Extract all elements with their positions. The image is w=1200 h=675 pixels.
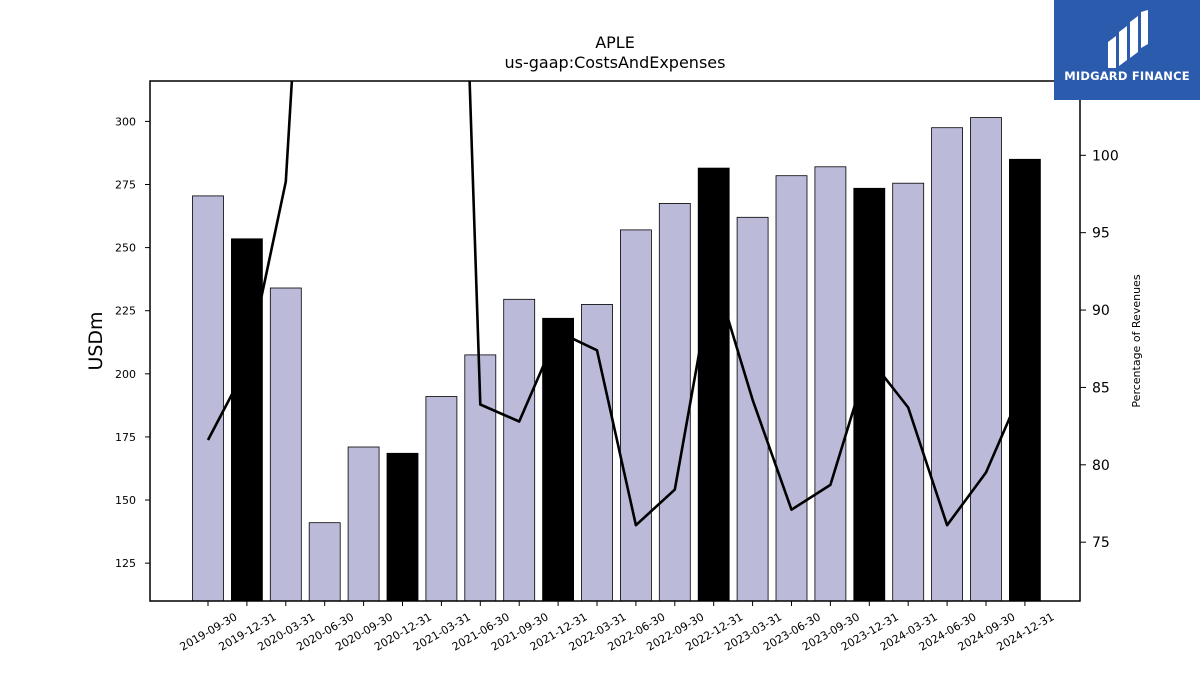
- y2-tick-label: 80: [1092, 458, 1110, 474]
- bar-2024-03-31: [892, 182, 925, 602]
- bar-2024-09-30: [970, 117, 1002, 602]
- y-tick-label: 275: [115, 178, 136, 191]
- percentage-line: [206, 81, 1027, 527]
- midgard-logo-icon: [1108, 10, 1148, 68]
- bar-2021-03-31: [425, 396, 458, 602]
- y-tick-label: 300: [115, 115, 136, 128]
- bars-layer: [192, 117, 1041, 602]
- right-axis: 75 80 85 90 95 100: [1080, 148, 1119, 551]
- y-axis-label: USDm: [85, 311, 107, 370]
- bar-2022-12-31: [697, 167, 730, 602]
- y-tick-label: 225: [115, 305, 136, 318]
- bar-2023-06-30: [775, 175, 808, 602]
- bar-2024-06-30: [931, 127, 963, 602]
- y2-tick-label: 90: [1092, 303, 1110, 319]
- bar-2024-12-31: [1009, 158, 1041, 602]
- plot-frame: [149, 80, 1081, 602]
- x-axis: 2019-09-302019-12-312020-03-312020-06-30…: [178, 601, 1056, 654]
- bar-2022-09-30: [658, 202, 691, 602]
- bar-2022-06-30: [620, 229, 652, 602]
- brand-logo: MIDGARD FINANCE: [1054, 0, 1200, 100]
- bar-2023-09-30: [814, 166, 847, 602]
- y-tick-label: 175: [115, 431, 136, 444]
- chart-subtitle: us-gaap:CostsAndExpenses: [505, 53, 726, 72]
- bar-2021-12-31: [542, 317, 574, 602]
- left-axis: 125 150 175 200 225 250 275 300: [115, 115, 150, 570]
- bar-2019-09-30: [192, 195, 224, 602]
- bar-2020-12-31: [386, 452, 419, 602]
- brand-name: MIDGARD FINANCE: [1064, 69, 1190, 83]
- line-layer: [206, 81, 1027, 527]
- y2-tick-label: 95: [1092, 226, 1110, 242]
- bar-2020-03-31: [269, 287, 302, 602]
- bar-2023-03-31: [736, 216, 769, 602]
- y-tick-label: 150: [115, 494, 136, 507]
- y-tick-label: 200: [115, 368, 136, 381]
- y2-tick-label: 85: [1092, 380, 1110, 396]
- bar-2021-09-30: [503, 298, 536, 602]
- y2-tick-label: 75: [1092, 535, 1110, 551]
- y2-axis-label: Percentage of Revenues: [1130, 274, 1143, 407]
- y-tick-label: 125: [115, 557, 136, 570]
- y-tick-label: 250: [115, 242, 136, 255]
- y2-tick-label: 100: [1092, 148, 1119, 164]
- chart-title: APLE: [595, 33, 635, 52]
- bar-2020-06-30: [308, 522, 341, 602]
- bar-2019-12-31: [230, 238, 263, 602]
- bar-2020-09-30: [347, 446, 380, 602]
